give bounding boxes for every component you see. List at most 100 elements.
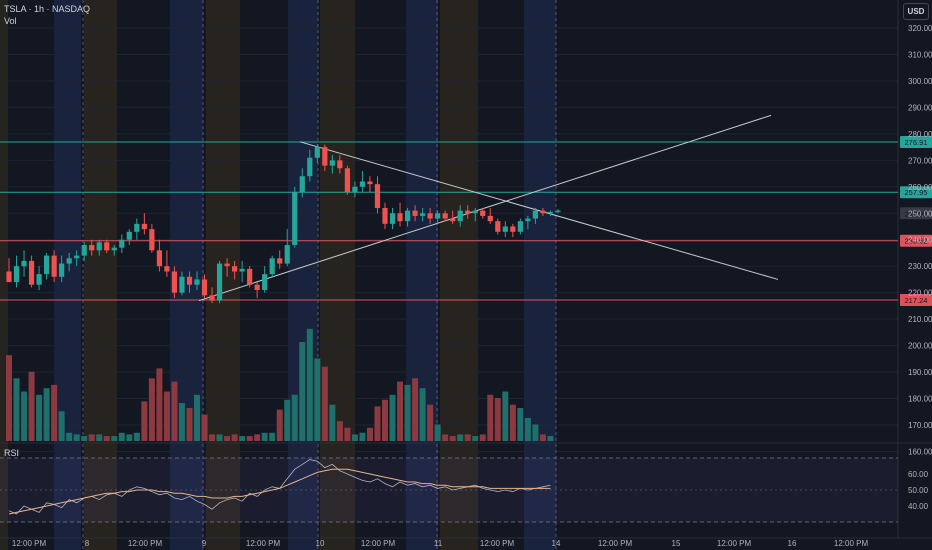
volume-bar bbox=[532, 424, 539, 441]
time-axis-label: 12:00 PM bbox=[834, 539, 869, 548]
volume-bar bbox=[209, 434, 216, 441]
candle-body bbox=[262, 274, 268, 291]
price-axis-label: 260.00 bbox=[908, 183, 932, 192]
volume-bar bbox=[351, 434, 358, 441]
candle-body bbox=[427, 213, 433, 219]
candle-body bbox=[126, 231, 132, 240]
volume-bar bbox=[96, 434, 103, 441]
volume-bar bbox=[36, 394, 43, 441]
candle-body bbox=[119, 239, 125, 248]
candle-body bbox=[367, 181, 373, 185]
price-axis-label: 200.00 bbox=[908, 342, 932, 351]
volume-bar bbox=[246, 436, 253, 441]
volume-bar bbox=[51, 384, 58, 441]
time-axis-label: 16 bbox=[788, 539, 797, 548]
volume-bar bbox=[43, 388, 50, 441]
candle-body bbox=[284, 245, 290, 264]
time-axis-label: 9 bbox=[202, 539, 207, 548]
time-axis-label: 12:00 PM bbox=[598, 539, 633, 548]
time-axis-label: 8 bbox=[85, 539, 90, 548]
rsi-ma-line bbox=[8, 468, 551, 515]
volume-bar bbox=[201, 414, 208, 441]
candle-body bbox=[254, 284, 260, 291]
volume-bar bbox=[28, 371, 35, 441]
candle-body bbox=[141, 223, 147, 230]
candle-body bbox=[510, 226, 516, 232]
candle-body bbox=[442, 213, 448, 219]
volume-bar bbox=[126, 434, 133, 441]
volume-bar bbox=[306, 328, 313, 441]
time-axis-label: 15 bbox=[672, 539, 681, 548]
volume-bar bbox=[344, 427, 351, 441]
candle-body bbox=[21, 260, 27, 267]
volume-bar bbox=[66, 432, 73, 441]
candle-body bbox=[397, 213, 403, 222]
candle-body bbox=[555, 210, 561, 212]
price-tag-label: 276.91 bbox=[905, 138, 928, 147]
candle-body bbox=[412, 210, 418, 216]
volume-bar bbox=[479, 434, 486, 441]
axes: 276.91 257.95 249.99 239.62 217.24 320.00 310.… bbox=[12, 24, 932, 548]
candle-body bbox=[420, 213, 426, 216]
price-axis-label: 220.00 bbox=[908, 289, 932, 298]
rsi-axis-label: 50.00 bbox=[908, 486, 929, 495]
price-axis-label: 320.00 bbox=[908, 24, 932, 33]
volume-bar bbox=[141, 401, 148, 441]
volume-bar bbox=[539, 434, 546, 441]
candle-body bbox=[389, 213, 396, 224]
volume-bar bbox=[148, 378, 155, 441]
chart-title[interactable]: TSLA · 1h · NASDAQ bbox=[4, 4, 91, 14]
candle-body bbox=[59, 263, 65, 277]
candle-body bbox=[277, 258, 283, 264]
volume-bar bbox=[6, 355, 12, 441]
candle-body bbox=[307, 157, 313, 177]
trendlines[interactable] bbox=[198, 114, 779, 302]
volume-bar bbox=[81, 436, 88, 441]
candle-body bbox=[292, 192, 298, 246]
session-band bbox=[0, 0, 8, 550]
price-tag-label: 217.24 bbox=[905, 296, 928, 305]
candle-body bbox=[171, 271, 178, 293]
candle-body bbox=[149, 229, 155, 251]
time-axis-label: 10 bbox=[316, 539, 325, 548]
time-axis-label: 12:00 PM bbox=[128, 539, 163, 548]
volume-bar bbox=[494, 398, 501, 441]
time-axis-label: 12:00 PM bbox=[246, 539, 281, 548]
price-axis-label: 170.00 bbox=[908, 421, 932, 430]
price-tag-bg bbox=[900, 136, 932, 149]
candle-body bbox=[232, 266, 238, 272]
volume-bar bbox=[21, 391, 28, 441]
price-axis-label: 300.00 bbox=[908, 77, 932, 86]
candle-body bbox=[179, 276, 185, 293]
candle-body bbox=[51, 255, 57, 277]
candle-body bbox=[540, 210, 546, 214]
candle-body bbox=[450, 218, 456, 222]
time-axis-label: 12:00 PM bbox=[480, 539, 515, 548]
candle-body bbox=[81, 245, 87, 256]
volume-bar bbox=[73, 434, 80, 441]
candle-body bbox=[104, 242, 110, 251]
candle-body bbox=[344, 168, 350, 193]
volume-bar bbox=[412, 378, 419, 441]
price-tag-bg bbox=[900, 293, 932, 306]
time-axis-label: 12:00 PM bbox=[361, 539, 396, 548]
candle-body bbox=[352, 186, 358, 193]
candle-body bbox=[44, 255, 50, 275]
volume-bar bbox=[178, 403, 185, 441]
candle-body bbox=[239, 268, 245, 272]
price-axis-label: 310.00 bbox=[908, 50, 932, 59]
candle-body bbox=[329, 160, 335, 166]
volume-bar bbox=[472, 436, 479, 441]
volume-bar bbox=[382, 399, 388, 441]
currency-button[interactable]: USD bbox=[903, 3, 929, 20]
volume-bar bbox=[359, 432, 366, 441]
volume-bar bbox=[329, 404, 336, 441]
candle-body bbox=[457, 210, 463, 222]
candle-body bbox=[480, 210, 486, 216]
candle-body bbox=[247, 268, 253, 285]
rsi-label: RSI bbox=[4, 448, 20, 458]
candle-body bbox=[382, 207, 388, 224]
volume-bar bbox=[58, 411, 65, 441]
volume-bar bbox=[291, 394, 298, 441]
